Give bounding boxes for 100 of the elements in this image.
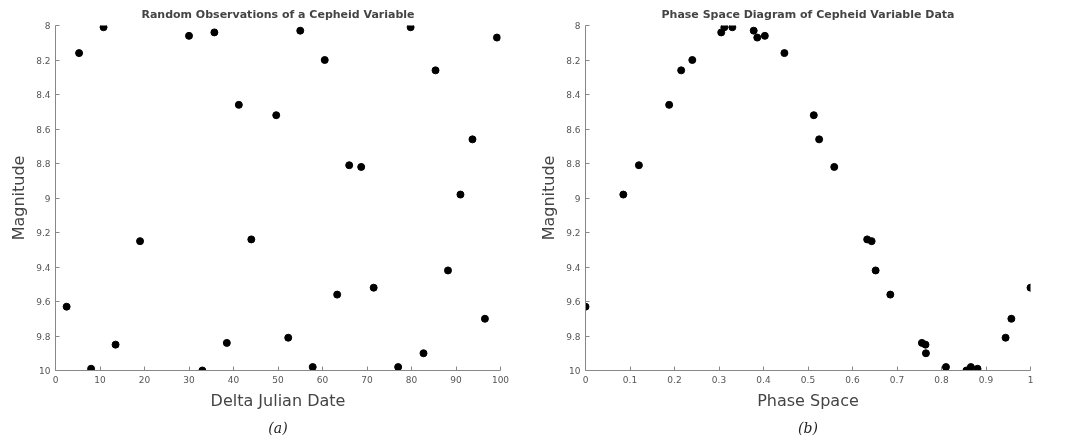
x-tick-label: 0 [582,374,589,385]
point [222,338,231,347]
point [921,340,930,349]
point [966,363,975,371]
point [688,56,697,64]
point [136,237,145,246]
y-tick-label: 9.2 [566,228,581,238]
point [619,190,628,199]
y-tick-label: 8.6 [566,124,581,135]
point [185,31,193,40]
point [99,25,108,32]
point [830,162,839,171]
x-tick-label: 20 [138,374,151,385]
x-tick-label: 0.8 [934,374,949,385]
x-tick-label: 1 [1027,374,1034,385]
point [492,33,501,42]
x-tick-label: 0.1 [622,374,638,385]
point [111,340,120,349]
x-tick-label: 0.7 [889,374,905,385]
text: (b) [798,419,818,436]
y-tick-label: 9 [44,193,51,204]
point [1007,314,1016,323]
point [480,314,489,323]
y-tick-label: 8.4 [566,90,581,100]
y-tick-label: 8.2 [36,55,51,66]
x-tick-label: 100 [491,374,510,385]
point [941,363,950,371]
point [308,363,317,371]
y-tick-label: 9.8 [36,331,51,342]
point [345,161,354,170]
x-tick-label: 0.5 [800,374,816,385]
x-tick-label: 0.2 [667,374,682,385]
chart-title: Phase Space Diagram of Cepheid Variable Data [661,7,955,21]
point [886,290,895,299]
x-tick-label: 0 [52,374,59,385]
point [749,26,758,35]
y-tick-label: 9.4 [36,262,51,273]
point [443,266,452,275]
y-tick-label: 9.6 [566,297,581,307]
x-tick-label: 70 [361,374,373,385]
point [760,31,769,40]
x-axis-title: Delta Julian Date [210,390,346,410]
point [728,25,737,32]
chart-title: Random Observations of a Cepheid Variable [141,7,415,21]
point [87,364,96,371]
point [272,111,281,120]
point [780,49,789,58]
x-tick-label: 50 [272,374,284,385]
x-tick-label: 10 [94,374,106,385]
point [284,333,293,342]
point [210,28,219,37]
point [871,266,880,275]
point [677,66,686,75]
y-tick-label: 8 [574,21,581,31]
point [634,161,643,170]
point [809,111,818,120]
x-tick-label: 0.6 [845,374,860,385]
point [333,290,342,299]
y-tick-label: 8.2 [566,55,581,66]
point [753,33,762,42]
point [419,349,428,358]
point [921,349,930,358]
point [75,49,84,58]
point [867,237,876,246]
y-tick-label: 8.4 [36,90,51,100]
y-tick-label: 8.8 [566,159,581,169]
x-tick-label: 90 [450,374,462,385]
y-tick-label: 10 [39,366,51,376]
x-tick-label: 0.3 [711,374,727,385]
x-tick-label: 80 [405,374,418,385]
y-tick-label: 9.8 [566,331,581,342]
x-tick-label: 30 [183,374,195,385]
point [665,100,674,109]
x-tick-label: 0.9 [978,374,994,385]
point [369,283,378,292]
x-tick-label: 40 [227,374,240,385]
point [62,302,71,311]
point [468,135,477,144]
point [815,135,824,144]
point [431,66,440,75]
point [320,56,329,64]
y-tick-label: 9.4 [566,262,581,273]
y-tick-label: 9.2 [36,228,51,238]
point [1001,333,1010,342]
point [456,190,465,199]
point [973,364,982,371]
y-tick-label: 9.6 [36,297,51,307]
y-tick-label: 9 [574,193,581,204]
x-tick-label: 60 [316,374,329,385]
x-tick-label: 0.4 [756,374,771,385]
y-tick-label: 8.6 [36,124,51,135]
y-tick-label: 10 [569,366,581,376]
y-tick-label: 8.8 [36,159,51,169]
point [247,235,256,244]
text: (a) [268,419,288,436]
point [394,363,403,371]
y-axis-title: Magnitude [539,155,559,241]
y-axis-title: Magnitude [9,155,29,241]
point [720,25,729,32]
y-tick-label: 8 [44,21,51,31]
